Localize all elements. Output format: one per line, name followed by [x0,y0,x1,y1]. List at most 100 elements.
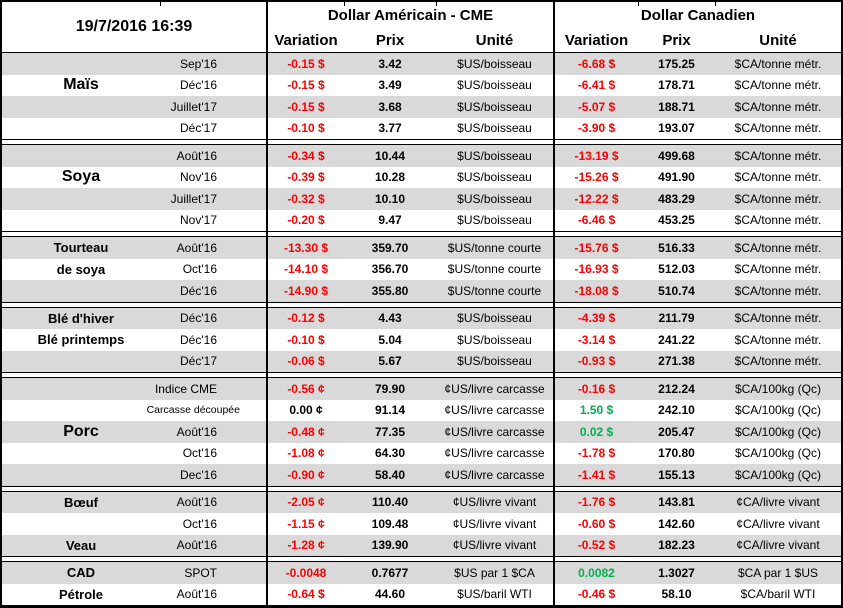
ca-price-cell[interactable]: 242.10 [658,403,695,418]
commodity-cell[interactable]: Tourteau [53,240,109,256]
commodity-cell[interactable]: Maïs [63,76,99,94]
ca-price-cell[interactable]: 1.3027 [658,565,695,580]
commodity-cell[interactable]: de soya [56,261,106,277]
us-price-cell[interactable]: 4.43 [378,311,402,326]
commodity-cell[interactable] [2,464,160,486]
us-price-cell[interactable]: 91.14 [374,403,406,418]
ca-price-cell[interactable]: 510.74 [658,283,695,298]
month-cell[interactable]: Juillet'17 [170,99,217,114]
ca-price-cell[interactable]: 211.79 [658,311,695,326]
us-price-cell[interactable]: 355.80 [371,283,409,298]
month-cell[interactable]: Août'16 [176,148,217,163]
us-price-cell[interactable]: 3.77 [378,121,402,136]
ca-variation-cell[interactable]: -18.08 $ [553,280,638,302]
us-variation-cell[interactable]: 0.00 ¢ [266,399,344,421]
month-cell[interactable]: Oct'16 [182,516,217,531]
ca-unit-cell[interactable]: $CA par 1 $US [737,565,819,580]
ca-price-cell[interactable]: 178.71 [658,78,695,93]
ca-price-cell[interactable]: 182.23 [658,538,695,553]
commodity-cell[interactable]: Veau [65,537,97,553]
ca-unit-cell[interactable]: $CA/tonne métr. [734,56,822,71]
commodity-cell[interactable] [2,96,160,118]
ca-price-cell[interactable]: 193.07 [658,121,695,136]
us-variation-cell[interactable]: -0.12 $ [266,307,344,329]
ca-unit-cell[interactable]: $CA/tonne métr. [734,332,822,347]
commodity-cell[interactable]: Porc [63,422,99,440]
us-variation-cell[interactable]: -0.06 $ [266,350,344,372]
commodity-cell[interactable]: Bœuf [64,494,98,510]
us-variation-cell[interactable]: -0.39 $ [266,166,344,188]
commodity-cell[interactable] [2,188,160,210]
month-cell[interactable]: Déc'16 [180,283,217,298]
us-unit-cell[interactable]: $US/boisseau [457,332,532,347]
us-unit-cell[interactable]: $US/tonne courte [447,262,542,277]
ca-price-cell[interactable]: 516.33 [658,240,695,255]
ca-variation-cell[interactable]: -1.76 $ [553,491,638,513]
us-unit-cell[interactable]: $US/boisseau [457,311,532,326]
ca-variation-cell[interactable]: 0.02 $ [553,421,638,443]
month-cell[interactable]: Juillet'17 [170,191,217,206]
us-price-cell[interactable]: 79.90 [374,381,406,396]
ca-unit-cell[interactable]: $CA/tonne métr. [734,99,822,114]
ca-unit-cell[interactable]: $CA/tonne métr. [734,121,822,136]
us-unit-cell[interactable]: ¢US/livre carcasse [444,381,545,396]
ca-unit-cell[interactable]: $CA/tonne métr. [734,213,822,228]
us-variation-cell[interactable]: -0.15 $ [266,53,344,75]
ca-price-cell[interactable]: 175.25 [658,56,695,71]
us-price-cell[interactable]: 58.40 [374,467,406,482]
ca-unit-cell[interactable]: $CA/100kg (Qc) [734,467,822,482]
us-price-cell[interactable]: 5.04 [378,332,402,347]
commodity-cell[interactable] [2,400,160,422]
us-unit-cell[interactable]: $US/boisseau [457,170,532,185]
us-unit-cell[interactable]: $US/boisseau [457,78,532,93]
ca-unit-cell[interactable]: $CA/baril WTI [740,587,816,602]
ca-unit-cell[interactable]: ¢CA/livre vivant [736,538,820,553]
ca-unit-cell[interactable]: $CA/tonne métr. [734,311,822,326]
us-price-cell[interactable]: 5.67 [378,354,402,369]
us-unit-cell[interactable]: $US/boisseau [457,354,532,369]
commodity-cell[interactable] [2,118,160,140]
us-price-cell[interactable]: 9.47 [378,213,402,228]
ca-unit-cell[interactable]: $CA/tonne métr. [734,354,822,369]
month-cell[interactable]: Sep'16 [180,56,217,71]
us-variation-cell[interactable]: -0.0048 [266,562,344,584]
us-variation-cell[interactable]: -13.30 $ [266,237,344,259]
ca-unit-cell[interactable]: $CA/100kg (Qc) [734,381,822,396]
ca-price-cell[interactable]: 205.47 [658,424,695,439]
us-price-cell[interactable]: 359.70 [371,240,409,255]
month-cell[interactable]: Août'16 [176,538,217,553]
us-price-cell[interactable]: 0.7677 [371,565,409,580]
ca-variation-cell[interactable]: -16.93 $ [553,258,638,280]
ca-price-cell[interactable]: 241.22 [658,332,695,347]
ca-unit-cell[interactable]: $CA/100kg (Qc) [734,446,822,461]
us-variation-cell[interactable]: -1.15 ¢ [266,513,344,535]
us-price-cell[interactable]: 139.90 [371,538,409,553]
ca-variation-cell[interactable]: -6.41 $ [553,74,638,96]
ca-unit-cell[interactable]: $CA/tonne métr. [734,262,822,277]
us-unit-cell[interactable]: ¢US/livre carcasse [444,467,545,482]
commodity-cell[interactable] [2,513,160,535]
us-unit-cell[interactable]: $US/boisseau [457,99,532,114]
ca-unit-cell[interactable]: $CA/100kg (Qc) [734,424,822,439]
us-price-cell[interactable]: 3.68 [378,99,402,114]
ca-variation-cell[interactable]: -6.68 $ [553,53,638,75]
us-variation-cell[interactable]: -0.20 $ [266,209,344,231]
us-price-cell[interactable]: 10.44 [374,148,406,163]
us-unit-cell[interactable]: $US/tonne courte [447,240,542,255]
us-unit-cell[interactable]: ¢US/livre vivant [452,495,537,510]
commodity-cell[interactable] [2,378,160,400]
month-cell[interactable]: Août'16 [176,587,217,602]
month-cell[interactable]: Déc'16 [180,332,217,347]
ca-unit-cell[interactable]: $CA/tonne métr. [734,283,822,298]
us-variation-cell[interactable]: -0.48 ¢ [266,421,344,443]
month-cell[interactable]: SPOT [184,565,217,580]
commodity-cell[interactable] [2,210,160,232]
month-cell[interactable]: Déc'16 [180,311,217,326]
ca-variation-cell[interactable]: -15.26 $ [553,166,638,188]
month-cell[interactable]: Carcasse découpée [146,404,240,417]
us-unit-cell[interactable]: $US/baril WTI [457,587,532,602]
us-unit-cell[interactable]: ¢US/livre vivant [452,516,537,531]
us-variation-cell[interactable]: -14.90 $ [266,280,344,302]
ca-variation-cell[interactable]: -5.07 $ [553,96,638,118]
ca-unit-cell[interactable]: ¢CA/livre vivant [736,495,820,510]
